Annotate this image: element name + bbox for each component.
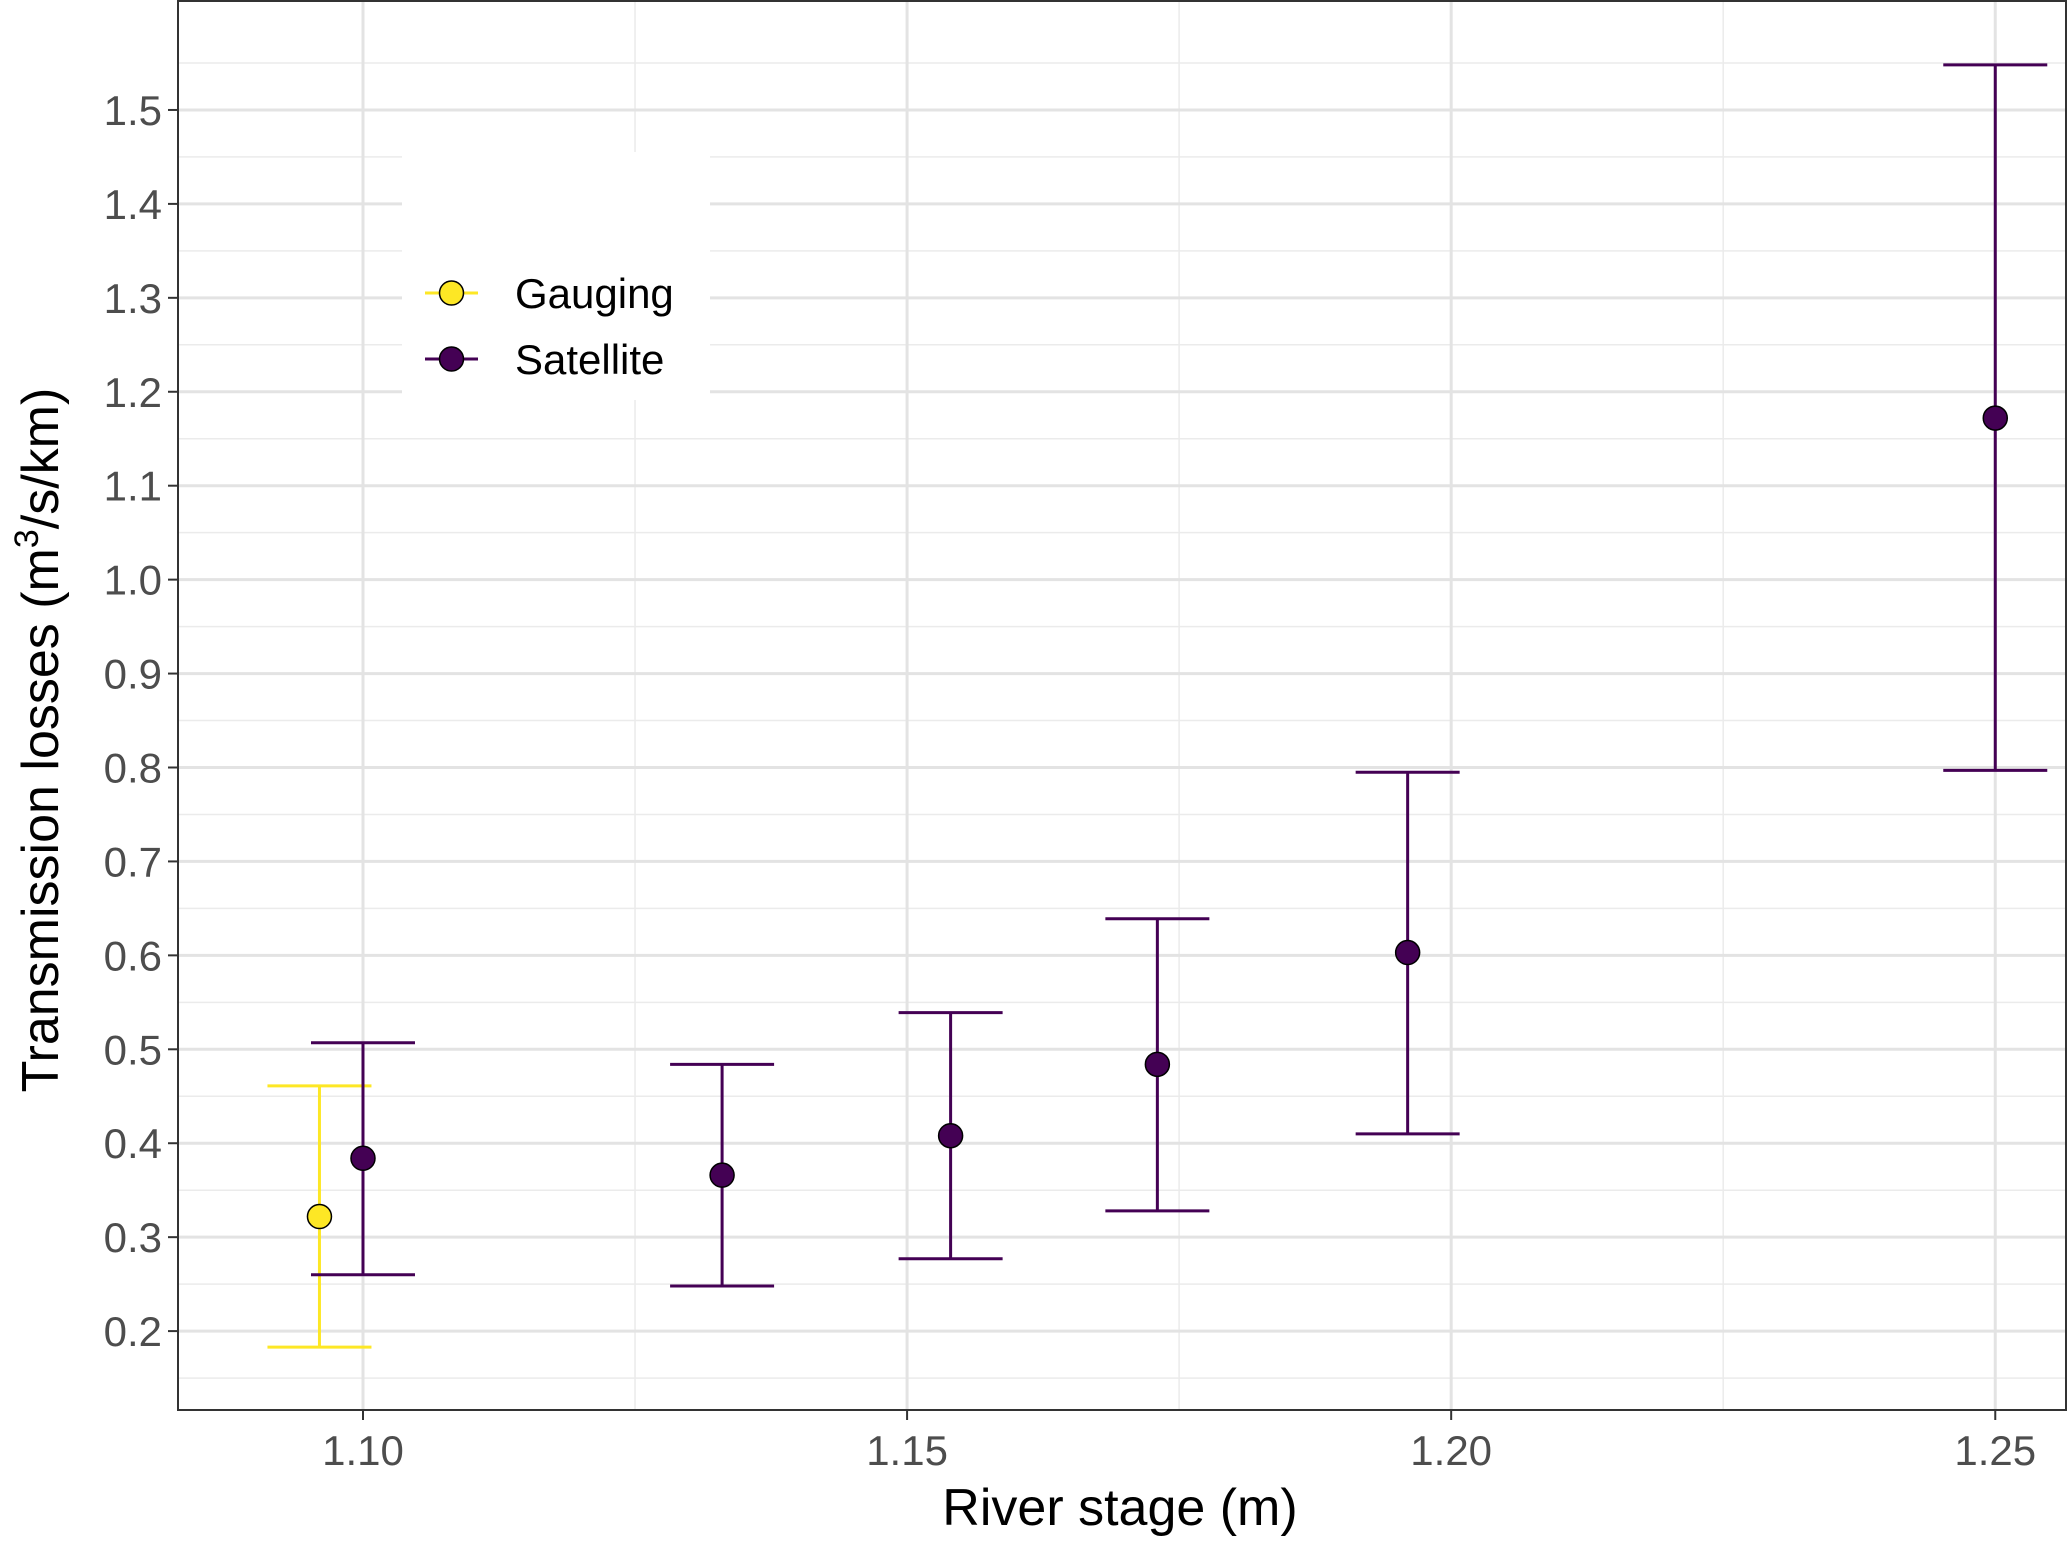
y-tick-label: 0.3	[104, 1214, 162, 1261]
y-axis-title-main: Transmission losses (m	[12, 548, 70, 1092]
x-axis-ticks	[361, 1410, 1997, 1420]
y-tick-label: 0.7	[104, 838, 162, 885]
plot-panel-border	[177, 0, 2067, 1411]
y-tick-label: 0.6	[104, 932, 162, 979]
y-axis-title: Transmission losses (m3/s/km)	[8, 388, 70, 1093]
legend-key-point	[438, 346, 465, 372]
y-tick-label: 1.5	[104, 87, 162, 134]
legend-label: Satellite	[515, 336, 664, 383]
x-axis-title: River stage (m)	[942, 1479, 1297, 1537]
y-tick-label: 1.3	[104, 275, 162, 322]
data-point	[1394, 939, 1421, 966]
data-point	[350, 1145, 376, 1172]
minor-gridlines	[178, 1, 2066, 1410]
x-tick-label: 1.10	[322, 1427, 404, 1474]
y-axis-tick-labels: 0.2 0.3 0.4 0.5 0.6 0.7 0.8 0.9 1.0 1.1 1.2 1.3 1.4 1…	[104, 87, 162, 1355]
y-tick-label: 0.2	[104, 1308, 162, 1355]
y-axis-ticks	[168, 108, 178, 1333]
x-tick-label: 1.15	[866, 1427, 948, 1474]
legend: Gauging Satellite	[402, 152, 710, 400]
x-axis-tick-labels: 1.10 1.15 1.20 1.25	[322, 1427, 2036, 1474]
data-point	[709, 1162, 735, 1188]
legend-key-point	[438, 280, 465, 306]
y-tick-label: 0.5	[104, 1026, 162, 1073]
data-points	[306, 405, 2009, 1230]
y-tick-label: 0.4	[104, 1120, 162, 1167]
data-point	[1144, 1051, 1171, 1078]
y-tick-label: 1.4	[104, 181, 162, 228]
data-point	[937, 1122, 964, 1149]
y-tick-label: 0.8	[104, 744, 162, 791]
x-tick-label: 1.25	[1954, 1427, 2036, 1474]
y-tick-label: 1.1	[104, 463, 162, 510]
y-tick-label: 1.0	[104, 557, 162, 604]
major-gridlines	[178, 1, 2066, 1410]
data-point	[1982, 405, 2009, 431]
legend-label: Gauging	[515, 270, 674, 317]
x-tick-label: 1.20	[1410, 1427, 1492, 1474]
y-axis-title-unit: /s/km)	[12, 388, 70, 530]
data-point	[306, 1203, 333, 1230]
y-tick-label: 0.9	[104, 651, 162, 698]
y-tick-label: 1.2	[104, 369, 162, 416]
y-axis-title-superscript: 3	[8, 529, 46, 548]
